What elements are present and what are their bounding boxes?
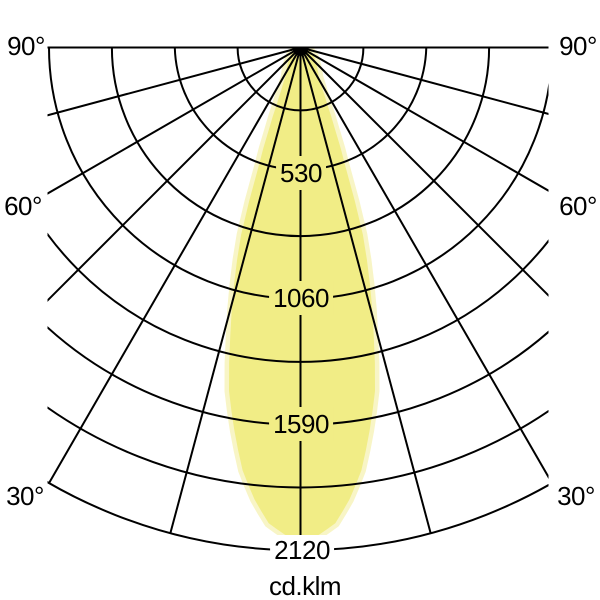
grid-radial-L30 [48, 46, 302, 484]
ring-label-530: 530 [276, 156, 326, 190]
grid-radial-L45 [47, 46, 302, 302]
grid-radial-R75 [300, 46, 549, 115]
angle-label-90-right: 90° [559, 31, 597, 61]
unit-label: cd.klm [268, 571, 342, 600]
grid-radial-L15 [169, 47, 302, 534]
grid-radial-R45 [299, 46, 549, 297]
grid-radial-R15 [299, 47, 432, 534]
grid-radial-R60 [299, 46, 549, 192]
angle-label-30-left: 30° [6, 481, 44, 511]
angle-label-30-right: 30° [557, 481, 595, 511]
plot-area [47, 46, 549, 552]
ring-label-1060: 1060 [269, 281, 333, 315]
ring-label-1590: 1590 [269, 407, 333, 441]
ring-label-2120: 2120 [270, 535, 334, 565]
origin-marker [293, 46, 308, 56]
angle-label-60-left: 60° [4, 191, 42, 221]
angle-label-90-left: 90° [7, 31, 45, 61]
angle-label-60-right: 60° [559, 191, 597, 221]
grid-radial-R30 [299, 46, 549, 480]
grid-radial-L75 [47, 46, 301, 117]
grid-radial-L60 [47, 46, 302, 195]
